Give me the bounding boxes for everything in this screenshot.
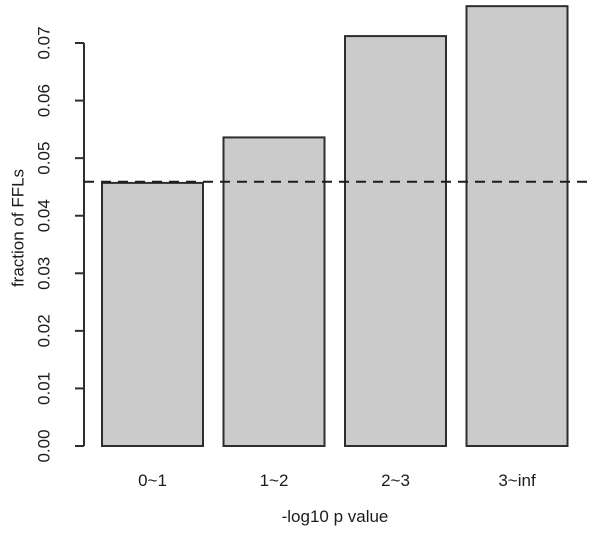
bar-1~2 xyxy=(222,136,326,447)
y-axis-title: fraction of FFLs xyxy=(9,169,28,287)
bar-3~inf xyxy=(465,5,569,447)
x-axis-title: -log10 p value xyxy=(282,507,389,526)
y-tick-label: 0.00 xyxy=(35,429,54,462)
y-tick-label: 0.05 xyxy=(35,142,54,175)
bar-0~1 xyxy=(101,181,204,448)
y-tick-label: 0.01 xyxy=(35,372,54,405)
x-tick-label: 2~3 xyxy=(381,471,410,490)
y-tick-label: 0.06 xyxy=(35,84,54,117)
y-tick-label: 0.03 xyxy=(35,257,54,290)
y-tick-label: 0.07 xyxy=(35,26,54,59)
bar-2~3 xyxy=(344,35,447,447)
plot-area: 0~1 1~2 2~3 3~inf 0.00 0.01 0.02 0.03 0.04 0.05 0.… xyxy=(35,5,588,490)
y-tick-label: 0.04 xyxy=(35,199,54,232)
x-tick-label: 1~2 xyxy=(260,471,289,490)
y-tick-label: 0.02 xyxy=(35,314,54,347)
x-tick-label: 0~1 xyxy=(138,471,167,490)
x-tick-label: 3~inf xyxy=(498,471,536,490)
